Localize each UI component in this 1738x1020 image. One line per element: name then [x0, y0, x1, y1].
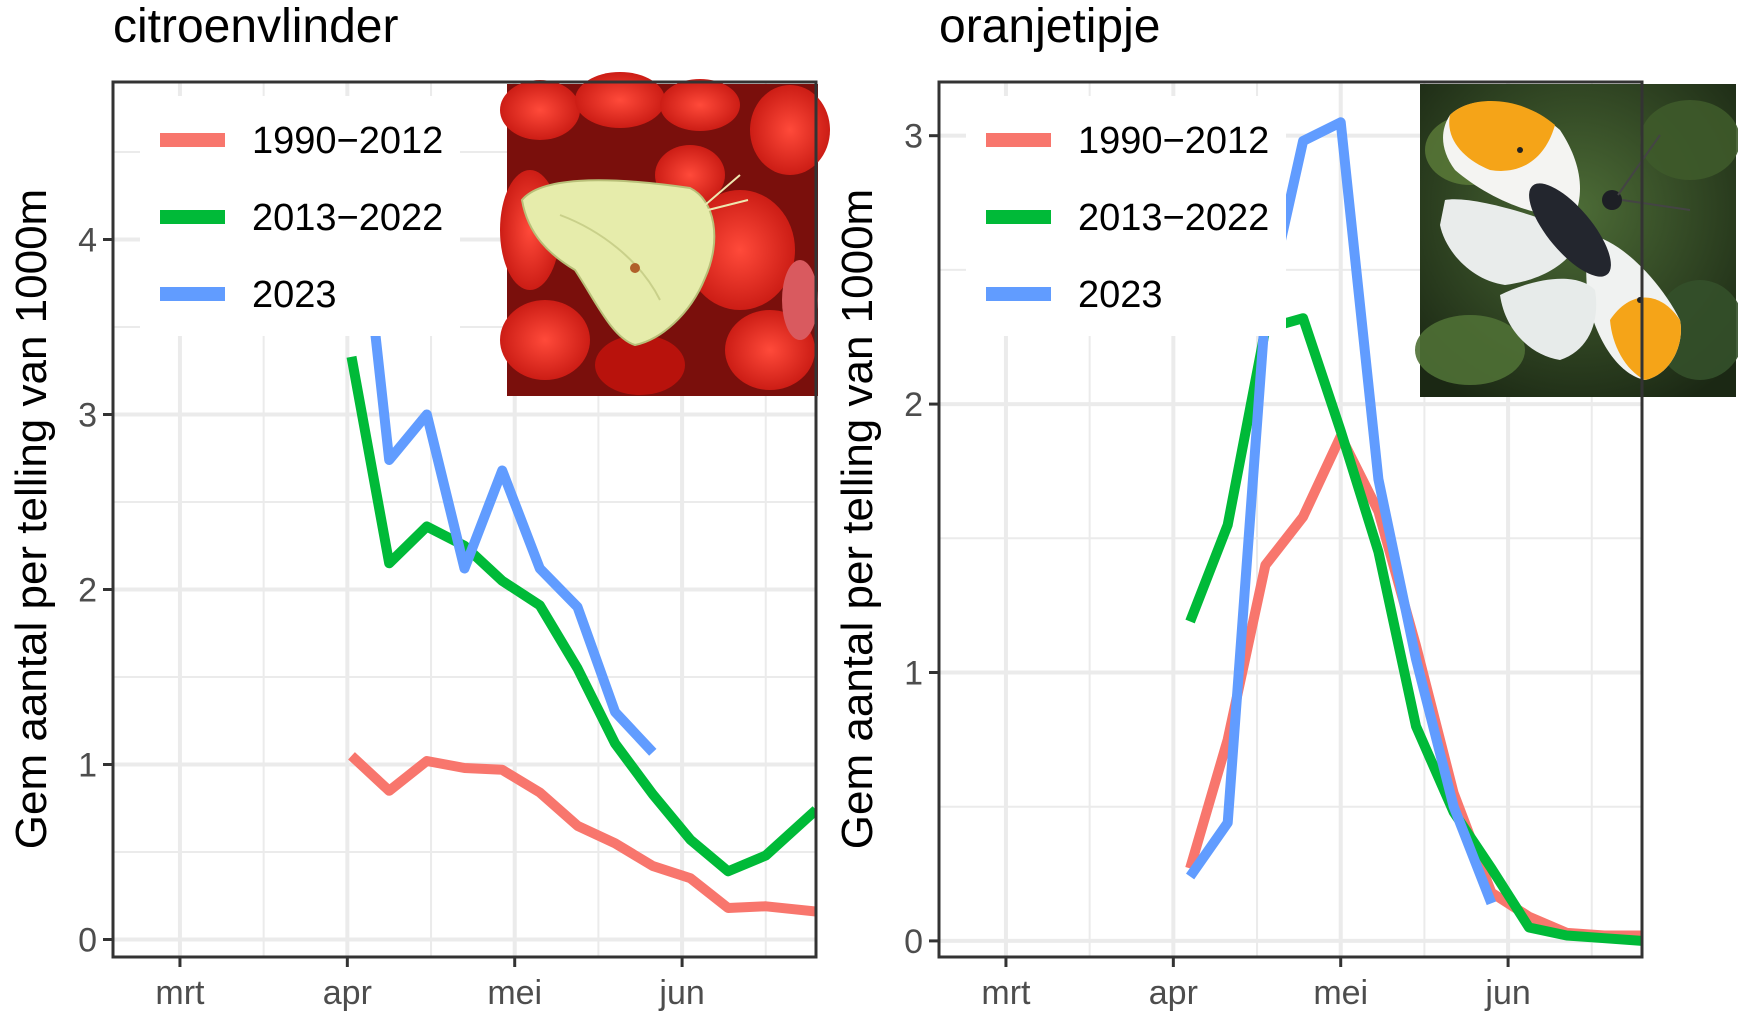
- x-axis: mrt apr mei jun: [981, 957, 1531, 1012]
- series-line-1990-2012: [348, 752, 816, 917]
- y-axis: 0 1 2 3 4: [78, 222, 113, 960]
- x-axis: mrt apr mei jun: [155, 957, 705, 1012]
- legend-item-2023: 2023: [160, 274, 337, 316]
- panel-border: [111, 80, 818, 959]
- series-line-2023: [346, 116, 657, 756]
- x-tick-label: jun: [1484, 974, 1530, 1012]
- x-tick-label: mrt: [155, 974, 205, 1012]
- legend: 1990−2012 2013−2022 2023: [966, 96, 1286, 336]
- chart-panel-citroenvlinder: citroenvlinder 1990−2012 2013−2022 2023: [7, 0, 830, 1012]
- y-tick-label: 0: [78, 922, 97, 960]
- x-tick-label: apr: [323, 974, 372, 1012]
- series-line-2013-2022: [346, 355, 816, 877]
- brimstone-butterfly-photo: [500, 72, 830, 396]
- legend-label: 2013−2022: [1078, 197, 1269, 239]
- y-axis-label: Gem aantal per telling van 1000m: [7, 189, 56, 849]
- x-tick-label: mei: [1313, 974, 1368, 1012]
- chart-title: oranjetipje: [939, 0, 1160, 53]
- x-tick-label: mrt: [981, 974, 1031, 1012]
- series-line-2023: [1186, 117, 1497, 906]
- chart-panel-oranjetipje: oranjetipje 1990−2012 2013−2022 2023: [833, 0, 1738, 1012]
- y-tick-label: 2: [904, 386, 923, 424]
- legend-item-2013-2022: 2013−2022: [160, 197, 443, 239]
- y-tick-label: 4: [78, 222, 97, 260]
- chart-title: citroenvlinder: [113, 0, 398, 53]
- y-tick-label: 1: [904, 654, 923, 692]
- legend-label: 2023: [1078, 274, 1163, 316]
- panel-border: [937, 80, 1644, 959]
- y-tick-label: 0: [904, 923, 923, 961]
- y-axis: 0 1 2 3: [904, 118, 939, 961]
- legend-item-2023: 2023: [986, 274, 1163, 316]
- y-axis-label: Gem aantal per telling van 1000m: [833, 189, 882, 849]
- legend-item-1990-2012: 1990−2012: [160, 120, 443, 162]
- x-tick-label: apr: [1149, 974, 1198, 1012]
- legend-item-1990-2012: 1990−2012: [986, 120, 1269, 162]
- legend-label: 2023: [252, 274, 337, 316]
- y-tick-label: 3: [78, 397, 97, 435]
- series-layer: [346, 116, 816, 917]
- legend-label: 1990−2012: [252, 120, 443, 162]
- legend-item-2013-2022: 2013−2022: [986, 197, 1269, 239]
- legend-label: 1990−2012: [1078, 120, 1269, 162]
- y-tick-label: 1: [78, 747, 97, 785]
- y-tick-label: 3: [904, 118, 923, 156]
- x-tick-label: jun: [658, 974, 704, 1012]
- legend: 1990−2012 2013−2022 2023: [140, 96, 460, 336]
- orange-tip-butterfly-photo: [1415, 84, 1738, 397]
- x-tick-label: mei: [487, 974, 542, 1012]
- y-tick-label: 2: [78, 572, 97, 610]
- legend-label: 2013−2022: [252, 197, 443, 239]
